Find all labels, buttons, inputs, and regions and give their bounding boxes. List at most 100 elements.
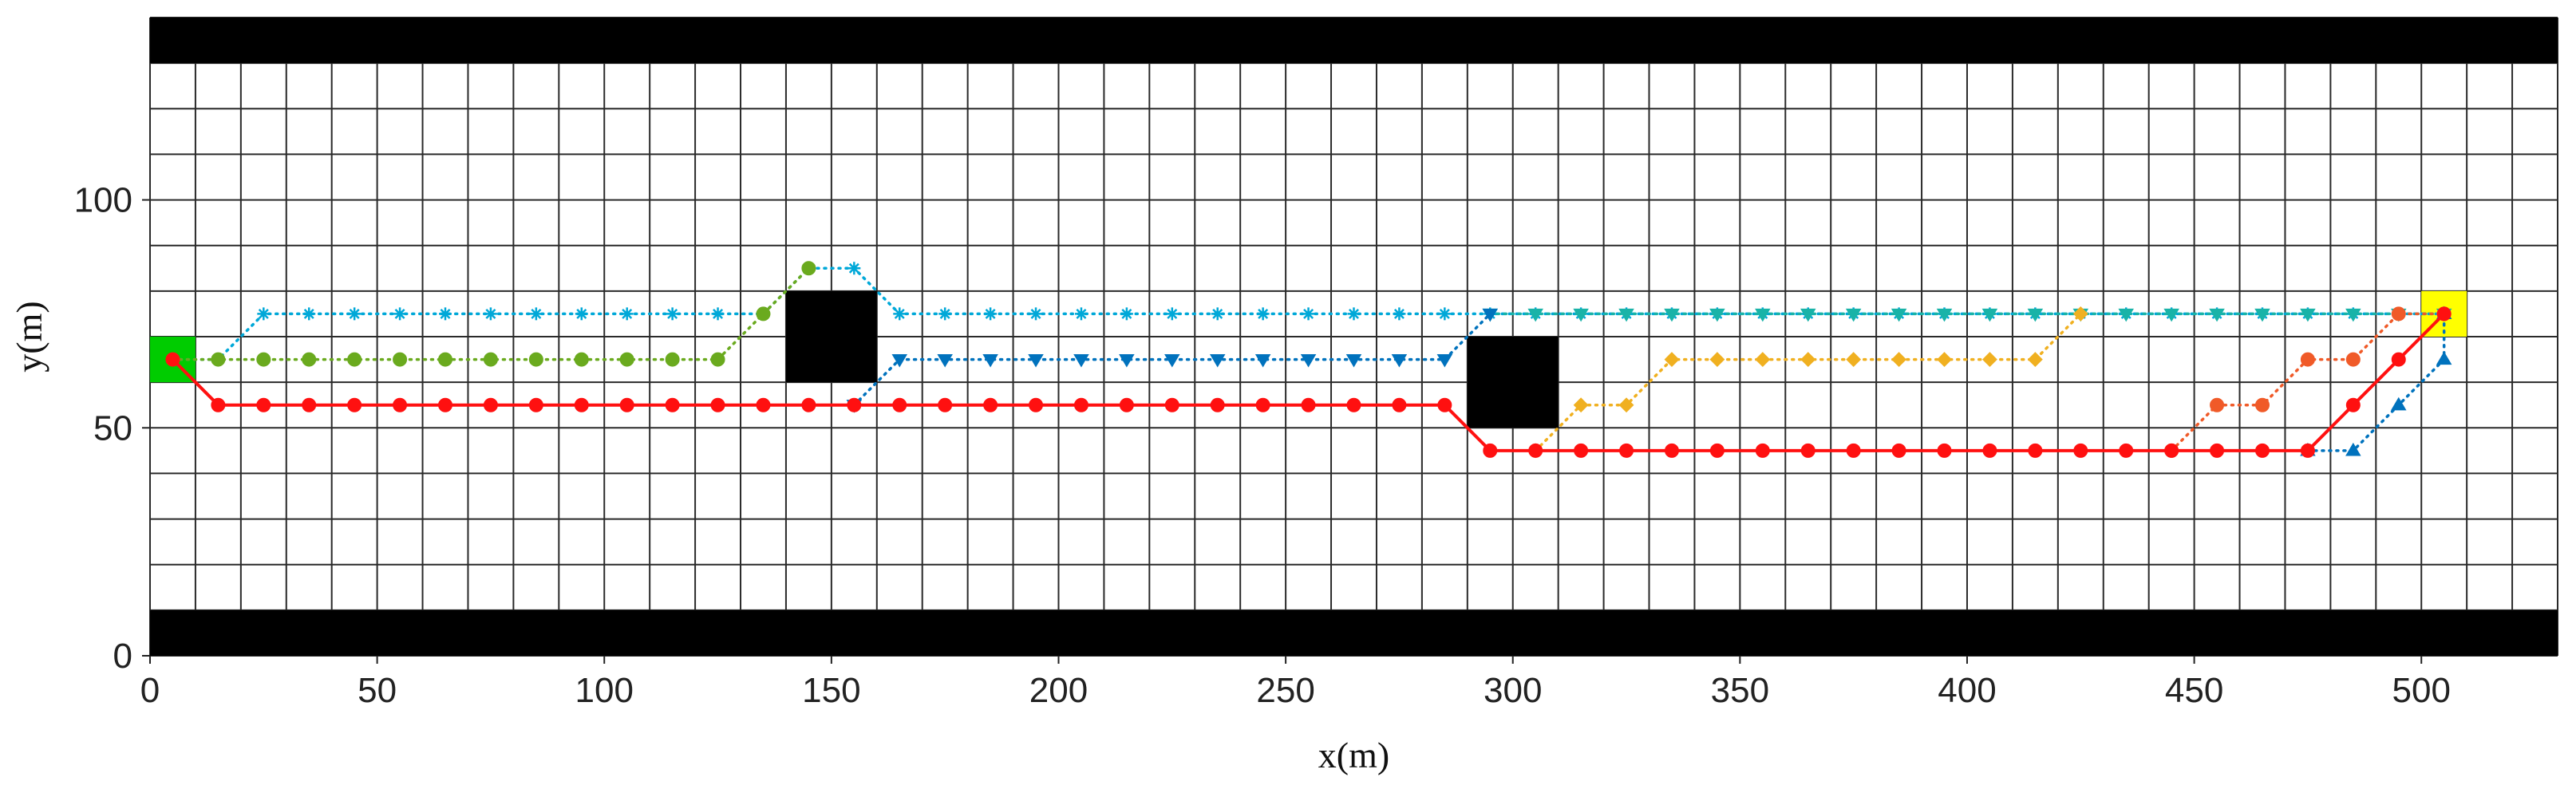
path-point: [1664, 443, 1679, 458]
x-tick-label: 400: [1938, 671, 1996, 710]
x-tick-label: 300: [1484, 671, 1542, 710]
path-series-5: [1527, 306, 2088, 459]
path-point: [1800, 352, 1816, 367]
y-tick-label: 50: [93, 408, 132, 448]
path-point: [528, 352, 543, 367]
path-point: [1982, 352, 1997, 367]
path-point: [483, 352, 498, 367]
path-series-3: [165, 261, 816, 367]
path-point: [2391, 396, 2407, 411]
path-point: [2436, 306, 2452, 321]
path-point: [892, 397, 907, 412]
x-tick-label: 200: [1029, 671, 1088, 710]
path-point: [1891, 308, 1907, 322]
path-point: [1846, 352, 1862, 367]
path-point: [619, 397, 634, 412]
path-point: [665, 352, 680, 367]
path-point: [2210, 443, 2225, 458]
path-point: [484, 307, 497, 321]
path-point: [938, 307, 952, 321]
x-tick-label: 350: [1711, 671, 1769, 710]
path-point: [847, 397, 862, 412]
path-point: [1119, 353, 1135, 368]
path-point: [1346, 397, 1361, 412]
path-point: [1483, 443, 1498, 458]
path-point: [1709, 443, 1725, 458]
path-point: [439, 307, 452, 321]
path-point: [1120, 307, 1133, 321]
path-point: [1028, 353, 1044, 368]
path-point: [2073, 443, 2088, 458]
path-point: [2163, 308, 2179, 322]
path-point: [938, 397, 953, 412]
path-point: [2345, 308, 2361, 322]
path-point: [1891, 352, 1907, 367]
top-wall: [150, 18, 2558, 64]
path-point: [302, 397, 317, 412]
path-point: [2254, 443, 2270, 458]
path-point: [1573, 308, 1589, 322]
path-point: [1209, 353, 1226, 368]
path-point: [937, 353, 953, 368]
path-point: [2345, 352, 2361, 367]
path-point: [1936, 308, 1953, 322]
path-point: [348, 307, 362, 321]
path-point: [393, 307, 407, 321]
path-point: [574, 397, 589, 412]
path-point: [1482, 308, 1499, 322]
path-point: [528, 397, 543, 412]
path-point: [1073, 353, 1089, 368]
path-point: [2209, 308, 2225, 322]
path-point: [393, 397, 408, 412]
path-point: [2391, 352, 2406, 367]
x-tick-label: 150: [802, 671, 860, 710]
path-point: [1755, 443, 1770, 458]
path-point: [1982, 443, 1997, 458]
path-point: [1574, 443, 1589, 458]
path-point: [801, 397, 816, 412]
path-point: [620, 307, 634, 321]
path-point: [1937, 352, 1952, 367]
path-point: [1164, 353, 1180, 368]
path-point: [1301, 397, 1316, 412]
map-regions: [150, 18, 2558, 656]
x-tick-label: 100: [575, 671, 634, 710]
path-point: [1345, 353, 1362, 368]
path-point: [1119, 397, 1134, 412]
path-point: [1937, 443, 1952, 458]
x-tick-label: 50: [358, 671, 397, 710]
path-point: [1438, 307, 1452, 321]
path-point: [1664, 352, 1680, 367]
path-point: [1891, 443, 1906, 458]
path-point: [1302, 307, 1315, 321]
path-point: [1164, 397, 1179, 412]
path-point: [165, 352, 180, 367]
path-point: [257, 307, 271, 321]
path-point: [1391, 353, 1408, 368]
path-point: [2300, 443, 2315, 458]
path-point: [483, 397, 498, 412]
path-point: [1393, 307, 1406, 321]
path-point: [619, 352, 634, 367]
path-point: [1528, 443, 1543, 458]
path-point: [1709, 308, 1725, 322]
path-point: [1618, 308, 1634, 322]
path-point: [2119, 443, 2134, 458]
path-point: [1392, 397, 1407, 412]
path-point: [1573, 397, 1589, 413]
x-tick-label: 450: [2165, 671, 2223, 710]
path-point: [1800, 443, 1815, 458]
path-point: [2391, 306, 2406, 321]
path-point: [1527, 308, 1543, 322]
x-tick-label: 250: [1256, 671, 1314, 710]
path-point: [1254, 353, 1271, 368]
path-point: [1073, 397, 1088, 412]
path-point: [2254, 308, 2270, 322]
path-point: [1664, 308, 1680, 322]
path-point: [1981, 308, 1998, 322]
path-point: [982, 353, 998, 368]
path-point: [2254, 397, 2270, 412]
path-point: [2028, 443, 2043, 458]
